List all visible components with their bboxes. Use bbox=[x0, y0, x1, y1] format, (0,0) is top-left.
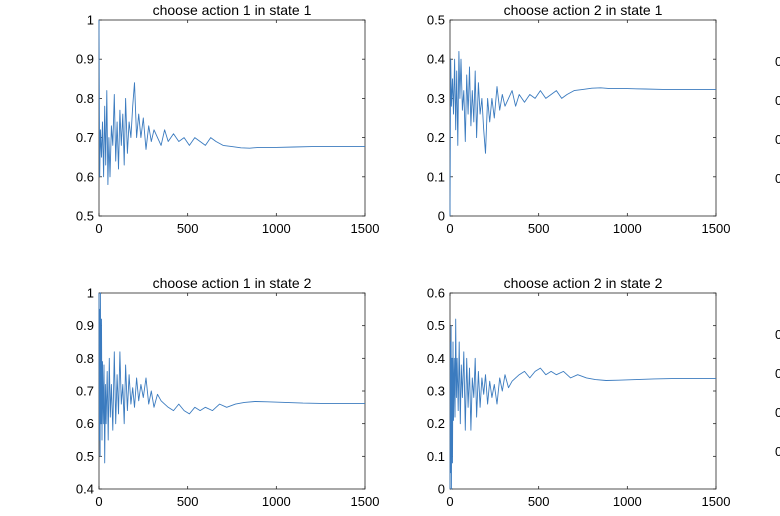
y-tick-label: 0.5 bbox=[76, 209, 94, 224]
x-tick-label: 0 bbox=[95, 494, 102, 509]
x-tick-label: 500 bbox=[528, 221, 550, 236]
y-tick-label: 0.7 bbox=[76, 384, 94, 399]
edge-glyph: 0 bbox=[775, 366, 780, 381]
y-tick-label: 0.9 bbox=[76, 318, 94, 333]
y-tick-label: 0.8 bbox=[76, 351, 94, 366]
x-tick-label: 1500 bbox=[702, 494, 731, 509]
series-line bbox=[98, 19, 365, 186]
series-line bbox=[98, 292, 365, 464]
x-tick-label: 1500 bbox=[351, 494, 380, 509]
axes-box bbox=[449, 292, 717, 490]
y-tick-label: 0.9 bbox=[76, 52, 94, 67]
y-tick-label: 0.4 bbox=[76, 482, 94, 497]
chart-panel-2: choose action 2 in state 1 0 500 1000 1500 0 0… bbox=[427, 2, 731, 236]
y-tick-label: 0.1 bbox=[427, 449, 445, 464]
y-tick-label: 0.7 bbox=[76, 130, 94, 145]
y-tick-label: 0 bbox=[438, 482, 445, 497]
edge-glyph: 0 bbox=[775, 405, 780, 420]
y-tick-label: 1 bbox=[87, 286, 94, 301]
y-tick-label: 0.2 bbox=[427, 416, 445, 431]
edge-glyph: 0 bbox=[775, 132, 780, 147]
y-tick-label: 0.6 bbox=[427, 286, 445, 301]
x-tick-label: 500 bbox=[177, 494, 199, 509]
x-tick-label: 1000 bbox=[262, 494, 291, 509]
axes-box bbox=[98, 292, 366, 490]
y-tick-label: 0.5 bbox=[76, 449, 94, 464]
x-tick-label: 500 bbox=[177, 221, 199, 236]
y-tick-label: 0.5 bbox=[427, 318, 445, 333]
y-tick-label: 0.4 bbox=[427, 52, 445, 67]
chart-panel-4: choose action 2 in state 2 0 500 1000 1500 0 0… bbox=[427, 275, 731, 509]
x-tick-label: 1500 bbox=[351, 221, 380, 236]
y-tick-label: 0.3 bbox=[427, 91, 445, 106]
y-tick-label: 0.4 bbox=[427, 351, 445, 366]
chart-panel-3: choose action 1 in state 2 0 500 1000 1500 0.… bbox=[76, 275, 380, 509]
y-tick-label: 0.6 bbox=[76, 169, 94, 184]
y-tick-label: 0 bbox=[438, 209, 445, 224]
x-tick-label: 1000 bbox=[613, 221, 642, 236]
chart-title: choose action 1 in state 1 bbox=[153, 2, 312, 18]
edge-glyph: 0 bbox=[775, 93, 780, 108]
x-tick-label: 500 bbox=[528, 494, 550, 509]
y-tick-label: 1 bbox=[87, 13, 94, 28]
x-tick-label: 1000 bbox=[262, 221, 291, 236]
x-tick-label: 1000 bbox=[613, 494, 642, 509]
x-tick-label: 0 bbox=[446, 494, 453, 509]
x-tick-label: 0 bbox=[95, 221, 102, 236]
x-tick-label: 1500 bbox=[702, 221, 731, 236]
edge-glyph: 0 bbox=[775, 54, 780, 69]
y-tick-label: 0.5 bbox=[427, 13, 445, 28]
y-tick-label: 0.1 bbox=[427, 169, 445, 184]
y-tick-label: 0.6 bbox=[76, 416, 94, 431]
series-line bbox=[449, 50, 716, 217]
y-tick-label: 0.2 bbox=[427, 130, 445, 145]
chart-title: choose action 2 in state 2 bbox=[504, 275, 663, 291]
x-tick-label: 0 bbox=[446, 221, 453, 236]
chart-title: choose action 2 in state 1 bbox=[504, 2, 663, 18]
series-line bbox=[449, 318, 716, 490]
y-tick-label: 0.8 bbox=[76, 91, 94, 106]
y-tick-label: 0.3 bbox=[427, 384, 445, 399]
edge-glyph: 0 bbox=[775, 444, 780, 459]
chart-panel-1: choose action 1 in state 1 0 500 1000 1500 0.… bbox=[76, 2, 380, 236]
chart-title: choose action 1 in state 2 bbox=[153, 275, 312, 291]
edge-glyph: 0 bbox=[775, 327, 780, 342]
edge-glyph: 0 bbox=[775, 171, 780, 186]
